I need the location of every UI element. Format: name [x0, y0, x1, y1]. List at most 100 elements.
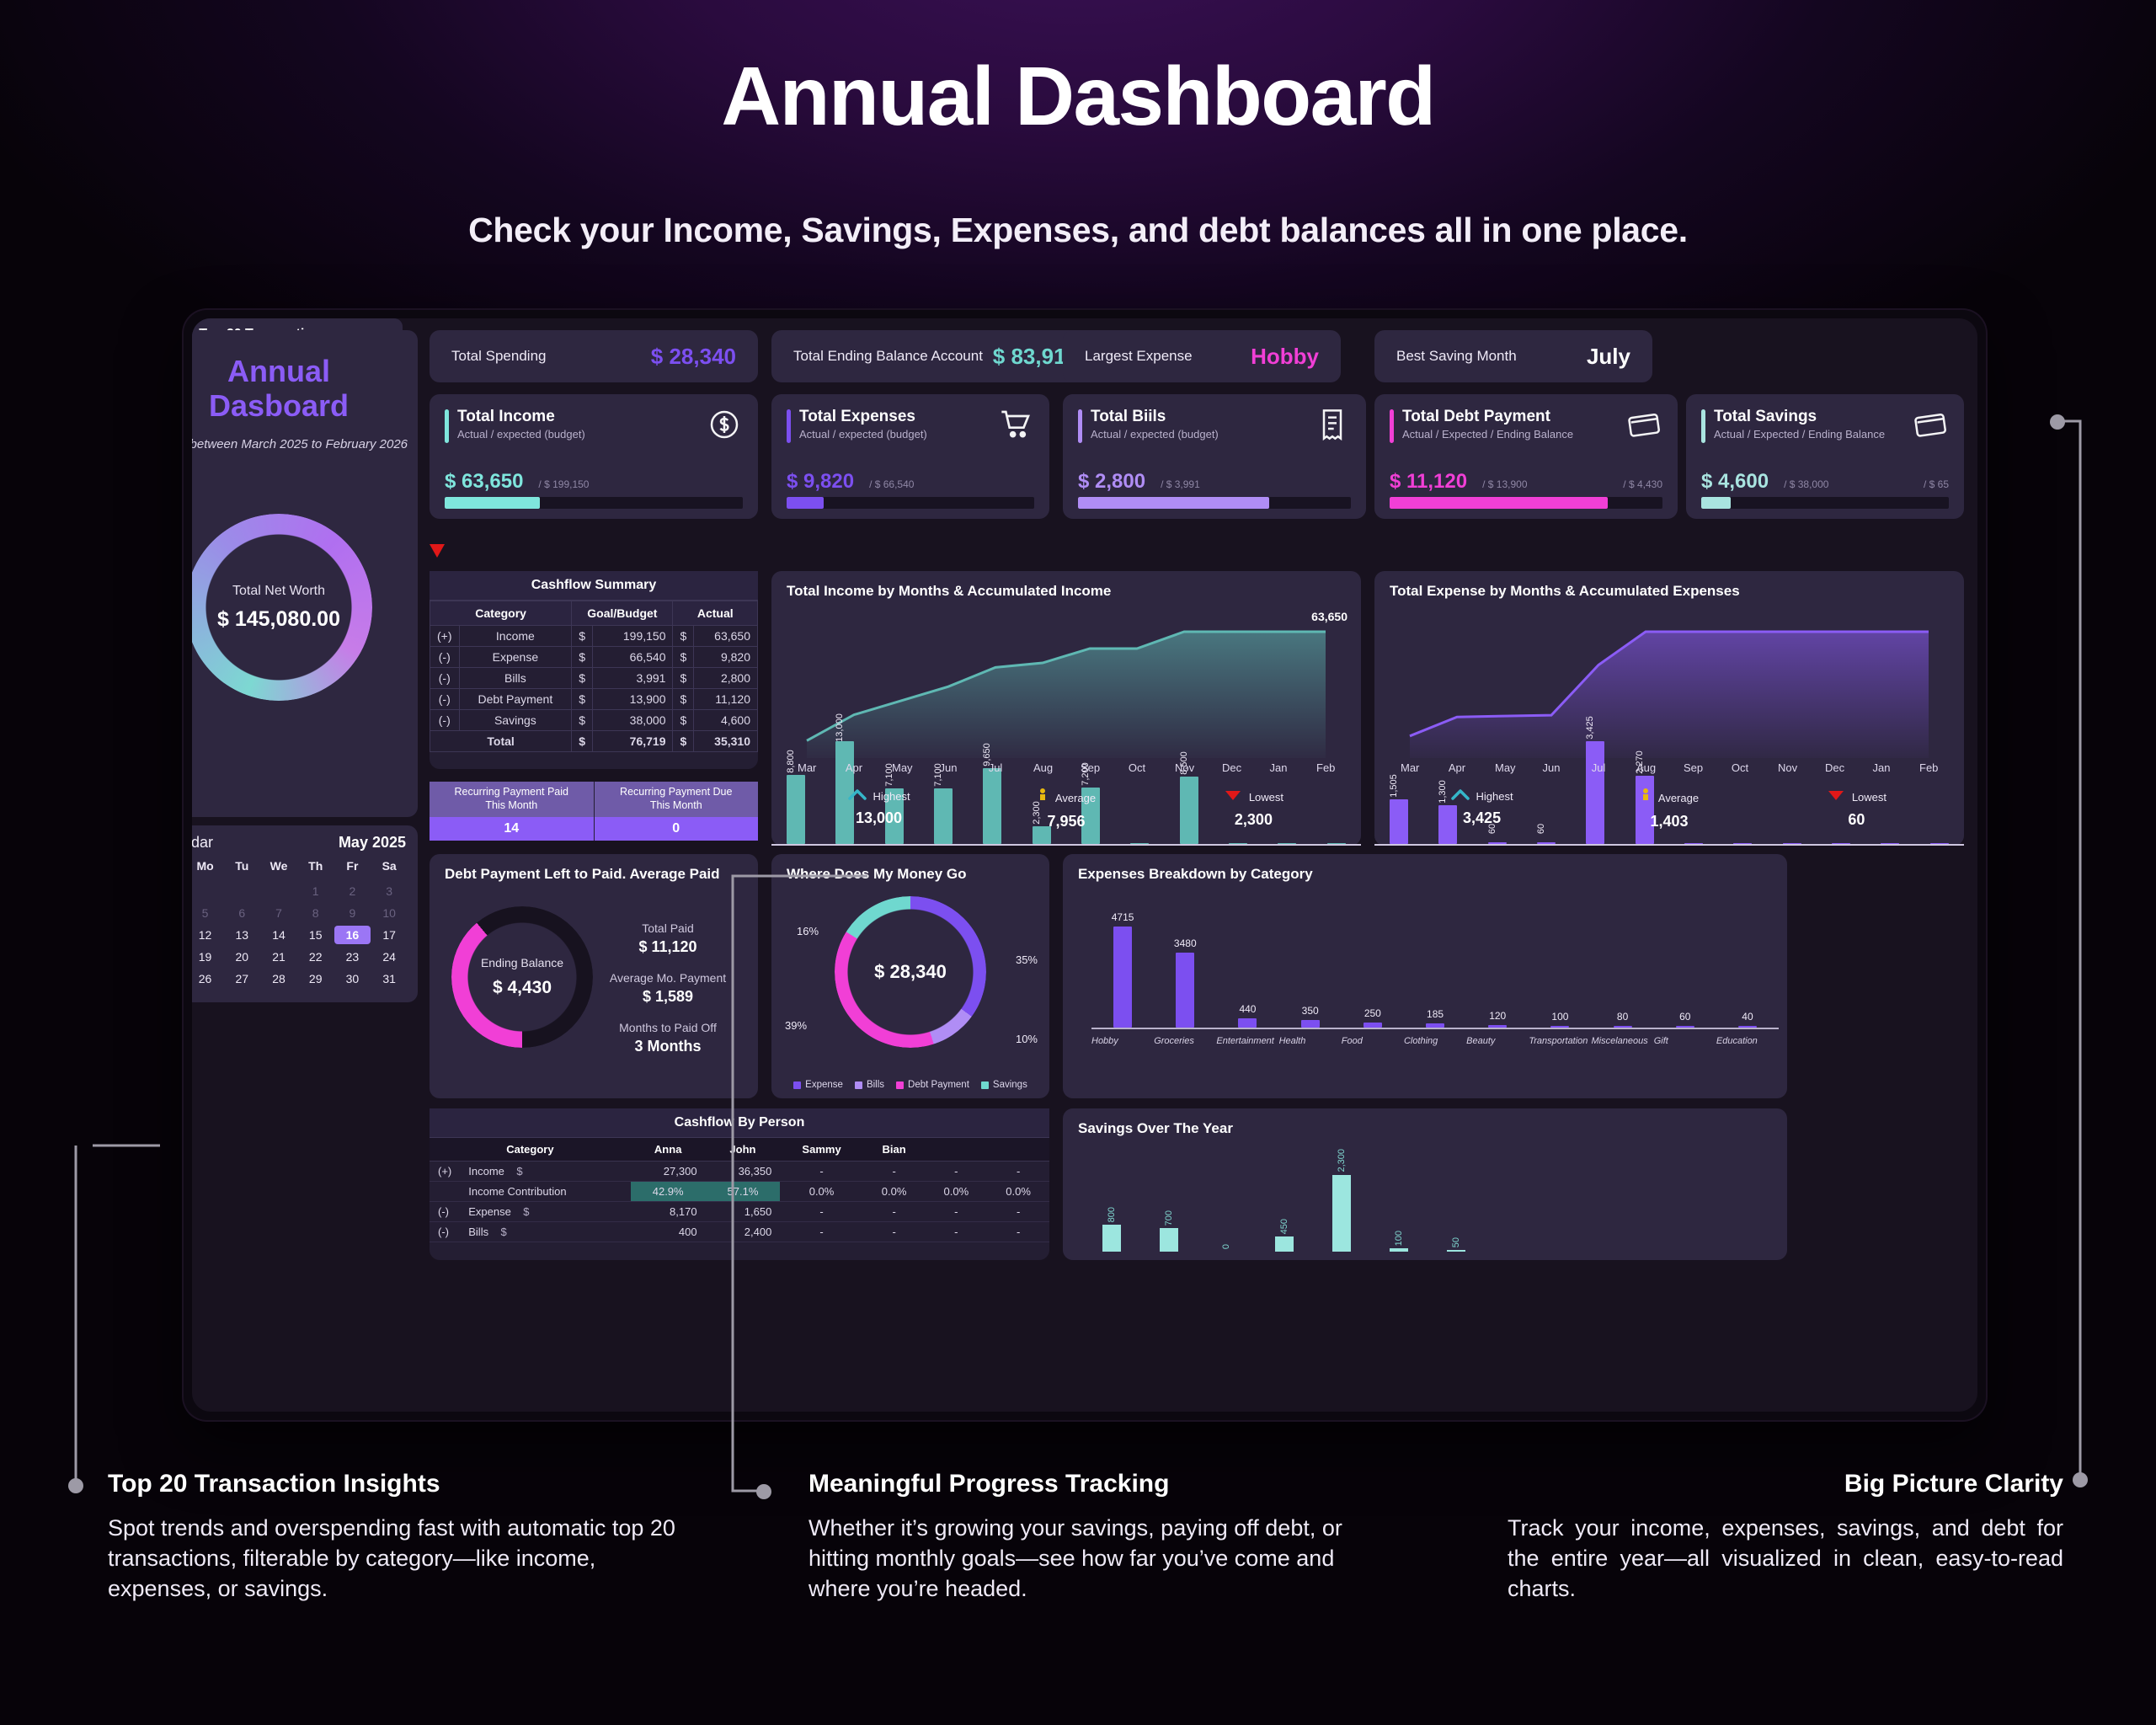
- calendar-day-10[interactable]: 10: [382, 906, 396, 920]
- calendar-day-26[interactable]: 26: [198, 972, 212, 985]
- calendar-day-19[interactable]: 19: [198, 950, 212, 964]
- bar-Jun: 60: [1536, 824, 1556, 844]
- kpi-pill-3[interactable]: Best Saving Month July: [1374, 330, 1652, 382]
- connector-right: [2055, 419, 2082, 1482]
- calendar-day-12[interactable]: 12: [198, 928, 212, 942]
- calendar-day-24[interactable]: 24: [382, 950, 396, 964]
- calendar-day-7[interactable]: 7: [275, 906, 282, 920]
- calendar-grid[interactable]: SuMoTuWeThFrSa12345678910111213141516171…: [192, 857, 418, 988]
- calendar-day-2[interactable]: 2: [349, 884, 356, 898]
- axis-tick: Sep: [1081, 761, 1101, 774]
- calendar-day: [260, 882, 297, 900]
- axis-tick: Health: [1278, 1036, 1306, 1046]
- recurring-value: 0: [594, 817, 758, 841]
- calendar-day-27[interactable]: 27: [235, 972, 249, 985]
- budget-card-4[interactable]: Total Savings Actual / Expected / Ending…: [1686, 394, 1964, 519]
- calendar-day-1[interactable]: 1: [312, 884, 319, 898]
- calendar-day-3[interactable]: 3: [386, 884, 393, 898]
- axis-tick: Nov: [1175, 761, 1195, 774]
- bar-Jul: 9,650: [982, 743, 1002, 844]
- page-title: Annual Dashboard: [721, 50, 1436, 142]
- column-header-2: Actual: [672, 601, 758, 626]
- calendar-day-5[interactable]: 5: [201, 906, 209, 920]
- calendar-day-21[interactable]: 21: [272, 950, 286, 964]
- calendar-day-9[interactable]: 9: [349, 906, 356, 920]
- row-currency: $: [672, 625, 695, 647]
- row-currency: $: [571, 709, 594, 731]
- caption-heading: Big Picture Clarity: [1844, 1470, 2063, 1498]
- calendar-day-8[interactable]: 8: [312, 906, 319, 920]
- kpi-pill-label: Best Saving Month: [1396, 348, 1517, 364]
- calendar-day-16[interactable]: 16: [334, 926, 371, 944]
- budget-card-1[interactable]: Total Expenses Actual / expected (budget…: [771, 394, 1049, 519]
- kpi-pill-2[interactable]: Largest Expense Hobby: [1063, 330, 1341, 382]
- budget-card-3[interactable]: Total Debt Payment Actual / Expected / E…: [1374, 394, 1678, 519]
- row-currency: $: [571, 625, 594, 647]
- caption-body: Whether it’s growing your savings, payin…: [808, 1515, 1342, 1601]
- calendar-day-30[interactable]: 30: [345, 972, 360, 985]
- legend-swatch: [854, 1081, 862, 1089]
- caption-heading: Meaningful Progress Tracking: [808, 1470, 1170, 1498]
- row-sign: (-): [430, 1201, 461, 1222]
- column-header-1: Goal/Budget: [571, 601, 674, 626]
- connector-dot-middle: [756, 1484, 771, 1499]
- axis-tick: Nov: [1778, 761, 1798, 774]
- budget-card-values: $ 2,800 / $ 3,991: [1078, 470, 1351, 494]
- calendar-day-31[interactable]: 31: [382, 972, 396, 985]
- axis-tick: Apr: [1448, 761, 1466, 774]
- bar-Mar: 8,800: [786, 750, 806, 844]
- kpi-pill-0[interactable]: Total Spending $ 28,340: [430, 330, 758, 382]
- cashflow-person-title: Cashflow By Person: [430, 1108, 1049, 1138]
- budget-card-subtitle: Actual / Expected / Ending Balance: [1402, 427, 1574, 441]
- axis-tick: Dec: [1222, 761, 1242, 774]
- calendar-day-13[interactable]: 13: [235, 928, 249, 942]
- bar-col-Aug: 100: [1370, 1149, 1428, 1252]
- bar-col-beauty: 120: [1466, 903, 1529, 1028]
- recurring-label: Recurring Payment Paid This Month: [430, 782, 594, 817]
- table-cell: 57.1%: [705, 1181, 781, 1202]
- bar-col-Apr: 700: [1140, 1149, 1198, 1252]
- bar: [1426, 1023, 1445, 1028]
- connector-dot-right-top: [2050, 414, 2065, 430]
- axis-tick: Jun: [1542, 761, 1561, 774]
- calendar-dow-4: Th: [308, 859, 323, 873]
- axis-tick: Beauty: [1466, 1036, 1496, 1046]
- row-currency: $: [672, 709, 695, 731]
- budget-card-actual: $ 9,820: [787, 470, 855, 493]
- row-sign: (+): [430, 1161, 461, 1182]
- row-sign: (-): [430, 688, 460, 710]
- calendar-day-29[interactable]: 29: [308, 972, 323, 985]
- down-chevron-icon: [1224, 788, 1242, 806]
- accumulated-line: [1409, 630, 1929, 758]
- budget-card-0[interactable]: Total Income Actual / expected (budget) …: [430, 394, 758, 519]
- budget-card-expected: / $ 13,900: [1482, 478, 1528, 490]
- calendar-day-6[interactable]: 6: [238, 906, 246, 920]
- table-cell: 1,650: [705, 1201, 781, 1222]
- row-currency: $: [571, 667, 594, 689]
- calendar-day-22[interactable]: 22: [308, 950, 323, 964]
- legend-label: Expense: [805, 1080, 843, 1090]
- calendar-day-28[interactable]: 28: [272, 972, 286, 985]
- calendar-day-17[interactable]: 17: [382, 928, 396, 942]
- table-cell: 0.0%: [780, 1181, 863, 1202]
- row-actual: 4,600: [693, 709, 758, 731]
- budget-card-subtitle: Actual / expected (budget): [457, 427, 585, 441]
- recurring-col-0[interactable]: Recurring Payment Paid This Month 14: [430, 782, 595, 841]
- table-cell: -: [925, 1201, 988, 1222]
- calendar-day-15[interactable]: 15: [308, 928, 323, 942]
- recurring-col-1[interactable]: Recurring Payment Due This Month 0: [594, 782, 758, 841]
- calendar-day-20[interactable]: 20: [235, 950, 249, 964]
- row-category: Income Contribution: [460, 1181, 631, 1202]
- kpi-pill-1[interactable]: Total Ending Balance Account $ 83,910: [771, 330, 1100, 382]
- cashflow-summary-panel: Cashflow Summary Category Goal/Budget Actu…: [429, 571, 758, 769]
- calendar-day-14[interactable]: 14: [272, 928, 286, 942]
- calendar-widget[interactable]: Calendar May 2025 SuMoTuWeThFrSa12345678…: [192, 825, 418, 1002]
- calendar-day-23[interactable]: 23: [345, 950, 360, 964]
- where-money-goes-panel: Where Does My Money Go $ 28,340 16% 35% …: [771, 854, 1049, 1098]
- stat-value: 60: [1848, 811, 1865, 828]
- calendar-day: [192, 882, 223, 900]
- row-category: Bills: [458, 667, 573, 689]
- bar-col-Dec: [1600, 1149, 1657, 1252]
- debt-ring: [451, 906, 593, 1048]
- budget-card-2[interactable]: Total Biils Actual / expected (budget) $…: [1063, 394, 1366, 519]
